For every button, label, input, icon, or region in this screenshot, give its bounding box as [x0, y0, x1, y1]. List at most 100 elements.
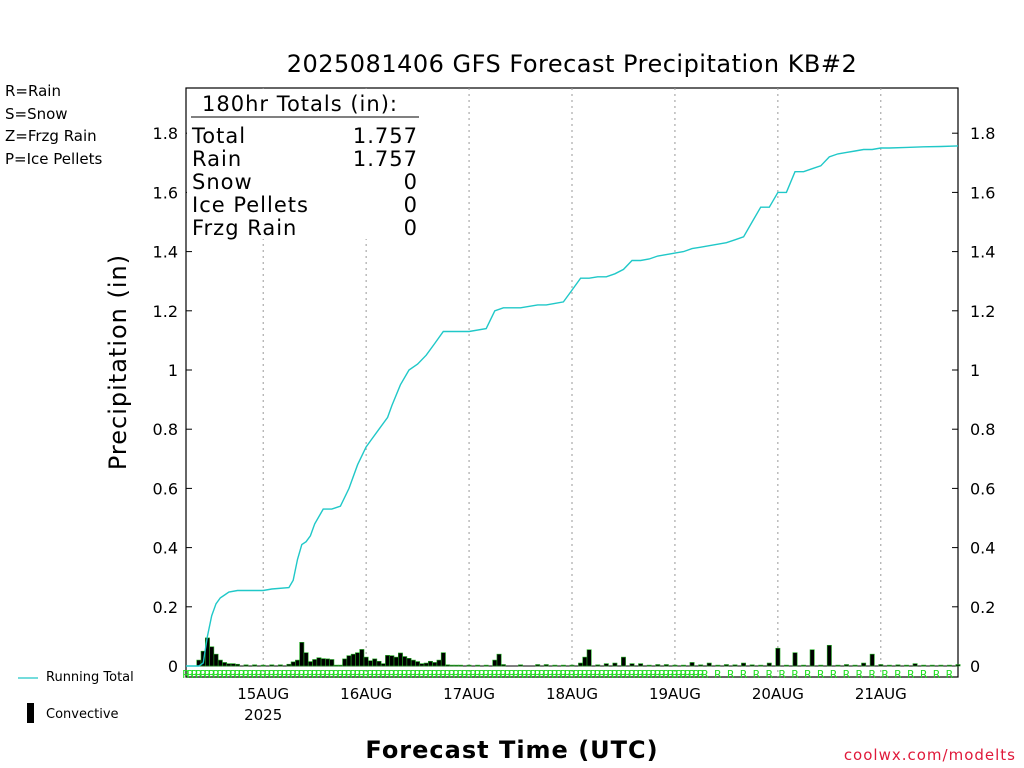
rain-marker: R	[581, 668, 589, 681]
rain-marker: R	[684, 668, 692, 681]
rain-marker: R	[444, 668, 452, 681]
rain-marker: R	[482, 668, 490, 681]
rain-marker: R	[371, 668, 379, 681]
convective-bar	[320, 658, 326, 667]
rain-marker: R	[281, 668, 289, 681]
convective-bar	[432, 662, 438, 667]
convective-bar	[569, 664, 575, 667]
rain-marker: R	[272, 668, 280, 681]
convective-bar	[869, 653, 875, 667]
rain-marker: R	[530, 668, 538, 681]
convective-bar	[346, 655, 352, 667]
rain-marker: R	[650, 668, 658, 681]
convective-bar	[458, 664, 463, 667]
legend-snow: S=Snow	[5, 105, 68, 123]
rain-marker: R	[332, 668, 340, 681]
rain-marker: R	[675, 668, 683, 681]
rain-marker: R	[358, 668, 366, 681]
rain-marker: R	[624, 668, 632, 681]
rain-marker: R	[345, 668, 353, 681]
rain-marker: R	[778, 668, 786, 681]
convective-bar	[946, 664, 952, 667]
rain-marker: R	[195, 668, 203, 681]
convective-bar	[355, 652, 360, 667]
rain-marker: R	[615, 668, 623, 681]
rain-marker: R	[225, 668, 233, 681]
rain-marker: R	[461, 668, 469, 681]
rain-marker: R	[367, 668, 375, 681]
convective-bar	[929, 664, 935, 667]
convective-bar	[359, 649, 365, 667]
convective-bar	[886, 664, 892, 667]
x-tick-label: 16AUG	[340, 685, 392, 703]
convective-bar	[226, 663, 232, 667]
convective-bar	[518, 664, 523, 667]
convective-bar	[406, 658, 412, 667]
convective-bar	[612, 662, 618, 667]
convective-bar	[269, 664, 275, 667]
rain-marker: R	[607, 668, 615, 681]
rain-marker: R	[234, 668, 242, 681]
x-tick-label: 19AUG	[649, 685, 701, 703]
rain-marker: R	[693, 668, 701, 681]
y-tick-label-left: 0.8	[153, 420, 178, 439]
convective-bar	[646, 664, 652, 667]
convective-bar	[809, 649, 815, 667]
rain-marker: R	[384, 668, 392, 681]
legend-rain: R=Rain	[5, 82, 61, 100]
convective-bar	[363, 656, 369, 667]
rain-marker: R	[542, 668, 550, 681]
convective-bar	[260, 664, 266, 667]
rain-marker: R	[457, 668, 465, 681]
totals-row-label: Snow	[192, 170, 253, 194]
legend-convective-label: Convective	[46, 707, 119, 722]
rain-marker: R	[740, 668, 748, 681]
convective-bar	[286, 663, 292, 667]
rain-marker: R	[551, 668, 559, 681]
y-tick-label-right: 0.8	[970, 420, 995, 439]
rain-marker: R	[277, 668, 285, 681]
y-tick-label-left: 0.6	[153, 479, 178, 498]
rain-marker: R	[319, 668, 327, 681]
rain-marker: R	[633, 668, 641, 681]
rain-marker: R	[568, 668, 576, 681]
rain-marker: R	[555, 668, 563, 681]
rain-marker: R	[645, 668, 653, 681]
rain-marker: R	[560, 668, 568, 681]
rain-marker: R	[302, 668, 310, 681]
convective-bar	[723, 664, 729, 667]
convective-bar	[252, 664, 258, 667]
convective-bar	[496, 653, 502, 667]
x-tick-label: 20AUG	[752, 685, 804, 703]
convective-bar	[235, 663, 240, 667]
legend-frzg-rain: Z=Frzg Rain	[5, 127, 97, 145]
rain-marker: R	[470, 668, 478, 681]
credit-link[interactable]: coolwx.com/modelts	[843, 746, 1016, 764]
convective-bar	[792, 652, 798, 667]
rain-marker: R	[268, 668, 276, 681]
rain-marker: R	[727, 668, 735, 681]
y-tick-label-left: 0	[168, 657, 178, 676]
convective-bar	[543, 664, 549, 667]
convective-bar	[500, 664, 506, 667]
convective-bar	[333, 664, 339, 667]
totals-box-bg	[187, 89, 437, 239]
convective-bar	[621, 656, 626, 667]
rain-marker: R	[204, 668, 212, 681]
convective-bar	[586, 649, 592, 667]
rain-marker: R	[414, 668, 422, 681]
rain-marker: R	[247, 668, 255, 681]
rain-marker: R	[495, 668, 503, 681]
convective-bar	[938, 664, 944, 667]
y-tick-label-left: 0.4	[153, 539, 178, 558]
convective-bar	[706, 662, 712, 667]
legend-ice-pellets: P=Ice Pellets	[5, 150, 103, 168]
convective-bar	[316, 657, 322, 667]
convective-bar	[475, 664, 481, 667]
rain-marker: R	[500, 668, 508, 681]
convective-bar	[410, 659, 416, 667]
rain-marker: R	[427, 668, 435, 681]
convective-bar	[402, 656, 408, 667]
convective-swatch	[27, 703, 34, 723]
convective-bar	[835, 664, 841, 667]
